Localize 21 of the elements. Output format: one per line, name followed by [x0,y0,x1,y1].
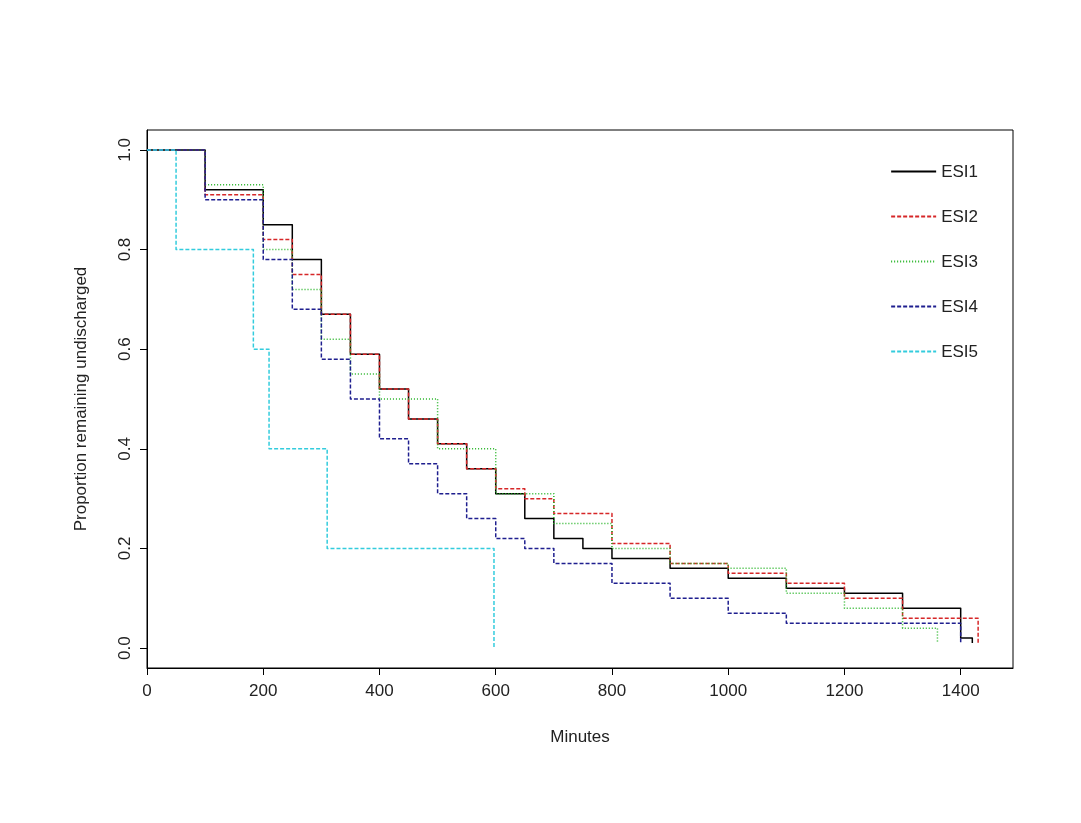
x-axis-title: Minutes [550,727,610,746]
y-axis-title: Proportion remaining undischarged [71,266,90,532]
x-tick-label: 0 [142,681,152,700]
y-tick-label: 0.8 [115,237,134,262]
x-tick-label: 600 [481,681,510,700]
legend-label: ESI5 [941,342,978,361]
legend-label: ESI4 [941,297,978,316]
x-tick-label: 400 [365,681,394,700]
y-tick-label: 0.2 [115,536,134,561]
x-tick-label: 800 [597,681,627,700]
x-tick-label: 1400 [941,681,980,700]
x-tick-label: 1000 [709,681,748,700]
y-tick-label: 0.0 [115,636,134,660]
y-tick-label: 0.4 [115,436,134,461]
legend-label: ESI3 [941,252,978,271]
x-tick-label: 200 [249,681,278,700]
legend-label: ESI2 [941,207,978,226]
y-tick-label: 0.6 [115,337,134,362]
y-tick-label: 1.0 [115,138,134,162]
x-tick-label: 1200 [825,681,864,700]
legend-label: ESI1 [941,162,978,181]
